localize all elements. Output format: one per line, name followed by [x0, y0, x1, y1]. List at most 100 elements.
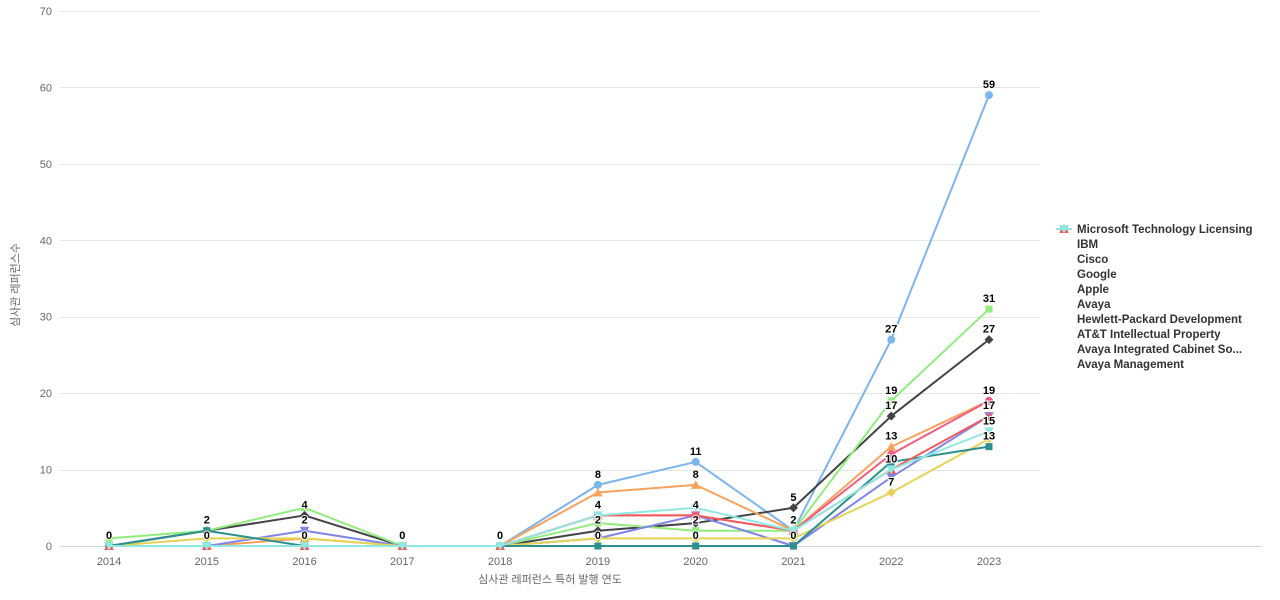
- data-point[interactable]: [788, 526, 799, 536]
- data-point[interactable]: [984, 427, 994, 436]
- data-point[interactable]: [495, 542, 505, 551]
- data-point[interactable]: [985, 305, 993, 313]
- data-point[interactable]: [104, 542, 114, 551]
- data-point[interactable]: [593, 511, 603, 520]
- x-tick-label: 2015: [195, 556, 219, 568]
- data-point[interactable]: [691, 518, 701, 528]
- data-label: 0: [204, 530, 210, 542]
- legend-label: Hewlett-Packard Development: [1077, 314, 1242, 326]
- data-label: 0: [595, 530, 601, 542]
- data-point[interactable]: [690, 503, 701, 513]
- legend-item-6[interactable]: Hewlett-Packard Development: [1056, 224, 1253, 328]
- data-point[interactable]: [397, 542, 408, 551]
- x-tick-label: 2019: [586, 556, 610, 568]
- data-point[interactable]: [886, 411, 896, 421]
- data-label: 8: [693, 469, 699, 481]
- y-tick-label: 10: [40, 465, 52, 477]
- data-point[interactable]: [985, 443, 993, 451]
- legend-label: Avaya Integrated Cabinet So...: [1077, 344, 1243, 356]
- data-label: 4: [595, 499, 602, 511]
- data-point[interactable]: [984, 434, 994, 444]
- y-tick-label: 70: [40, 6, 52, 18]
- legend-label: Google: [1077, 269, 1117, 281]
- data-point[interactable]: [984, 411, 994, 421]
- data-point[interactable]: [299, 542, 310, 551]
- legend-item-4[interactable]: Apple: [1056, 225, 1253, 298]
- data-point[interactable]: [300, 510, 310, 520]
- x-tick-label: 2016: [292, 556, 316, 568]
- legend-item-2[interactable]: Cisco: [1056, 225, 1253, 268]
- data-label: 0: [790, 530, 796, 542]
- legend-item-9[interactable]: Avaya Management: [1056, 225, 1253, 373]
- legend-square-icon: [1056, 225, 1072, 342]
- data-point[interactable]: [593, 533, 603, 543]
- gridlines: [60, 11, 1040, 547]
- data-point[interactable]: [299, 526, 310, 536]
- data-label: 0: [497, 530, 503, 542]
- legend-item-8[interactable]: Avaya Integrated Cabinet So...: [1056, 224, 1253, 358]
- data-point[interactable]: [886, 465, 897, 475]
- legend-label: Microsoft Technology Licensing: [1077, 224, 1253, 236]
- data-point[interactable]: [692, 527, 700, 535]
- data-label: 2: [301, 515, 307, 527]
- data-point[interactable]: [691, 533, 701, 543]
- y-tick-label: 30: [40, 312, 52, 324]
- data-label: 13: [983, 431, 995, 443]
- legend-label: IBM: [1077, 239, 1099, 251]
- data-point[interactable]: [690, 510, 701, 520]
- data-point[interactable]: [593, 526, 603, 536]
- data-point[interactable]: [593, 480, 602, 489]
- series-line-3: [109, 399, 990, 547]
- y-tick-label: 40: [40, 235, 52, 247]
- data-point[interactable]: [594, 519, 602, 527]
- legend-triangle-icon: [1056, 224, 1072, 282]
- legend: Microsoft Technology Licensing IBM Cisco Go…: [1056, 223, 1253, 373]
- data-point[interactable]: [692, 542, 700, 550]
- data-point[interactable]: [886, 442, 897, 451]
- data-point[interactable]: [203, 527, 211, 535]
- data-point[interactable]: [593, 488, 603, 497]
- y-tick-label: 50: [40, 159, 52, 171]
- data-point[interactable]: [887, 397, 895, 405]
- data-labels: 0 2 0 4 2 0 0 0 8 4 2 0 11 8 4 2 0 5 2 0 27 19 17 13 10 7 59 31 27 19…: [105, 78, 996, 543]
- data-label: 19: [983, 385, 995, 397]
- data-label: 10: [885, 454, 897, 466]
- x-tick-label: 2017: [390, 556, 414, 568]
- data-point[interactable]: [887, 450, 896, 459]
- data-label: 4: [301, 499, 308, 511]
- legend-item-1[interactable]: IBM: [1056, 224, 1253, 253]
- legend-item-3[interactable]: Google: [1056, 224, 1253, 283]
- legend-label: Avaya Management: [1077, 359, 1184, 371]
- x-tick-label: 2023: [977, 556, 1001, 568]
- legend-item-7[interactable]: AT&T Intellectual Property: [1056, 225, 1253, 343]
- data-point[interactable]: [886, 473, 897, 482]
- data-point[interactable]: [887, 335, 896, 344]
- legend-item-5[interactable]: Avaya: [1056, 225, 1253, 313]
- data-point[interactable]: [886, 488, 896, 497]
- x-tick-label: 2014: [97, 556, 121, 568]
- x-axis-title: 심사관 레퍼런스 특허 발행 연도: [478, 573, 622, 586]
- data-point[interactable]: [691, 457, 700, 466]
- data-label: 0: [106, 530, 112, 542]
- data-point[interactable]: [984, 335, 994, 345]
- data-point[interactable]: [105, 534, 113, 542]
- data-point[interactable]: [985, 91, 993, 100]
- series-line-9: [109, 430, 990, 547]
- data-point[interactable]: [690, 480, 701, 489]
- series-lines: [104, 91, 994, 551]
- data-point[interactable]: [887, 458, 895, 466]
- data-point[interactable]: [201, 542, 212, 551]
- data-point[interactable]: [789, 542, 797, 550]
- data-point[interactable]: [788, 503, 798, 513]
- legend-item-0[interactable]: Microsoft Technology Licensing: [1056, 223, 1253, 238]
- data-point[interactable]: [985, 396, 993, 405]
- legend-circle-icon: [1056, 225, 1072, 312]
- data-point[interactable]: [594, 542, 602, 550]
- data-point[interactable]: [788, 533, 798, 543]
- data-point[interactable]: [202, 533, 212, 543]
- data-label: 59: [983, 79, 995, 91]
- data-point[interactable]: [300, 533, 310, 543]
- data-point[interactable]: [301, 504, 309, 512]
